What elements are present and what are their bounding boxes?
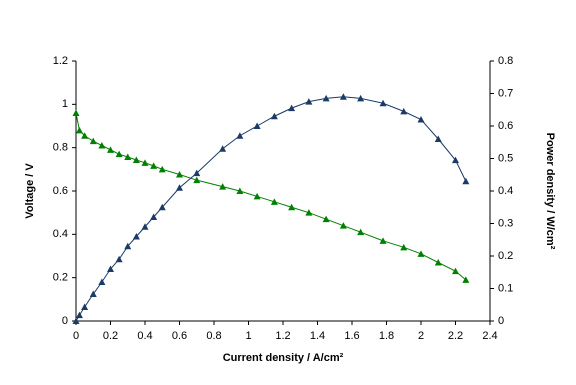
- marker: [357, 94, 365, 102]
- marker: [132, 156, 140, 164]
- marker: [379, 99, 387, 107]
- marker: [434, 135, 442, 142]
- y-tick-label: 0.2: [53, 272, 68, 284]
- marker: [81, 303, 89, 311]
- y2-tick-label: 0.3: [498, 217, 513, 229]
- y-tick-label: 1.2: [53, 55, 68, 67]
- y-tick-label: 0: [62, 315, 68, 327]
- marker: [339, 93, 347, 100]
- marker: [462, 276, 470, 283]
- marker: [462, 177, 470, 185]
- y-tick-label: 0.8: [53, 142, 68, 154]
- marker: [72, 317, 80, 324]
- marker: [115, 150, 123, 158]
- marker: [288, 104, 296, 112]
- marker: [176, 171, 183, 178]
- marker: [89, 290, 97, 298]
- marker: [158, 203, 166, 211]
- marker: [305, 209, 313, 216]
- y2-axis-title: Power density / W/cm²: [544, 133, 556, 250]
- marker: [236, 187, 244, 194]
- marker: [253, 122, 261, 129]
- y2-tick-label: 0.8: [498, 55, 513, 67]
- x-tick-label: 0.2: [103, 330, 118, 342]
- series-line: [75, 96, 467, 322]
- marker: [417, 116, 425, 123]
- marker: [176, 184, 183, 191]
- marker: [193, 176, 201, 184]
- marker: [357, 228, 365, 236]
- marker: [253, 192, 261, 200]
- y2-tick-label: 0.4: [498, 185, 513, 197]
- marker: [81, 132, 89, 139]
- marker: [219, 183, 227, 190]
- marker: [219, 145, 227, 152]
- marker: [107, 146, 114, 153]
- marker: [124, 153, 132, 160]
- y2-tick-label: 0.1: [498, 282, 513, 294]
- y-tick-label: 0.4: [53, 228, 68, 240]
- marker: [270, 198, 278, 205]
- x-tick-label: 1.8: [379, 330, 394, 342]
- marker: [141, 159, 149, 166]
- y2-tick-label: 0.7: [498, 87, 513, 99]
- marker: [417, 250, 425, 257]
- marker: [158, 165, 166, 173]
- y-tick-label: 0.6: [53, 185, 68, 197]
- marker: [75, 311, 83, 319]
- x-tick-label: 1.6: [344, 330, 359, 342]
- marker: [379, 237, 387, 244]
- x-tick-label: 0: [73, 330, 79, 342]
- marker: [305, 98, 313, 105]
- y-tick-label: 1: [62, 98, 68, 110]
- x-tick-label: 2.2: [448, 330, 463, 342]
- marker: [322, 94, 330, 102]
- marker: [193, 169, 201, 177]
- y-axis-title: Voltage / V: [24, 163, 36, 219]
- series-line: [75, 112, 467, 281]
- marker: [434, 259, 442, 266]
- marker: [132, 233, 140, 240]
- marker: [322, 215, 330, 223]
- y2-tick-label: 0.6: [498, 120, 513, 132]
- y2-tick-label: 0: [498, 315, 504, 327]
- x-tick-label: 0.8: [206, 330, 221, 342]
- x-tick-label: 1.2: [275, 330, 290, 342]
- marker: [452, 267, 459, 275]
- x-tick-label: 0.6: [172, 330, 187, 342]
- x-tick-label: 0.4: [137, 330, 152, 342]
- marker: [75, 126, 83, 134]
- marker: [150, 213, 158, 220]
- marker: [124, 242, 132, 250]
- marker: [288, 203, 296, 211]
- y2-tick-label: 0.2: [498, 250, 513, 262]
- marker: [339, 222, 347, 229]
- marker: [400, 243, 408, 251]
- marker: [98, 278, 106, 285]
- marker: [98, 142, 106, 149]
- marker: [115, 255, 123, 263]
- x-tick-label: 1.4: [310, 330, 325, 342]
- y2-tick-label: 0.5: [498, 152, 513, 164]
- x-axis-title: Current density / A/cm²: [223, 352, 344, 364]
- x-tick-label: 1: [245, 330, 251, 342]
- marker: [452, 156, 459, 164]
- marker: [107, 265, 114, 272]
- marker: [141, 223, 149, 230]
- marker: [150, 162, 158, 169]
- marker: [89, 137, 97, 145]
- marker: [236, 132, 244, 139]
- x-tick-label: 2.4: [482, 330, 497, 342]
- marker: [270, 112, 278, 120]
- x-tick-label: 2: [418, 330, 424, 342]
- marker: [400, 107, 408, 115]
- marker: [72, 109, 80, 116]
